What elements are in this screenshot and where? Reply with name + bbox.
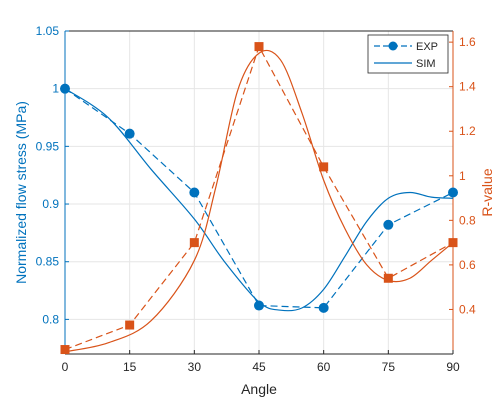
y-right-tick-label: 0.8 [459, 213, 476, 227]
exp-point-right [383, 273, 393, 283]
exp-point-left [448, 187, 458, 198]
x-tick-label: 60 [317, 360, 331, 374]
y-left-tick-label: 0.95 [36, 139, 60, 153]
sim-line-right [65, 49, 453, 353]
x-tick-label: 90 [446, 360, 460, 374]
exp-point-right [319, 162, 329, 172]
x-tick-label: 15 [123, 360, 137, 374]
x-tick-label: 30 [188, 360, 202, 374]
exp-point-right [60, 345, 70, 355]
exp-point-left [318, 302, 329, 313]
exp-point-right [189, 238, 199, 248]
exp-point-left [124, 128, 135, 139]
exp-point-right [254, 42, 264, 52]
y-left-tick-label: 1 [52, 82, 59, 96]
y-left-tick-label: 0.85 [36, 255, 60, 269]
series-right-sim [65, 49, 453, 353]
legend-label: EXP [416, 41, 438, 53]
legend-marker-exp [388, 41, 398, 51]
y-right-tick-label: 1.6 [459, 35, 476, 49]
y-left-axis-label: Normalized flow stress (MPa) [13, 101, 29, 284]
x-tick-label: 75 [382, 360, 396, 374]
exp-point-left [383, 219, 394, 230]
y-right-tick-label: 1 [459, 169, 466, 183]
series-left-sim [65, 88, 453, 312]
y-left-tick-label: 1.05 [36, 24, 60, 38]
y-right-tick-label: 0.6 [459, 258, 476, 272]
x-tick-label: 0 [62, 360, 69, 374]
legend-box [367, 34, 449, 74]
x-axis-label: Angle [241, 381, 277, 397]
sim-line-left [65, 88, 453, 312]
y-right-tick-label: 1.2 [459, 124, 476, 138]
y-left-tick-label: 0.9 [42, 197, 59, 211]
y-right-tick-label: 1.4 [459, 80, 476, 94]
y-right-axis-label: R-value [479, 168, 495, 216]
y-right-tick-label: 0.4 [459, 302, 476, 316]
exp-point-right [125, 320, 135, 330]
x-tick-label: 45 [252, 360, 266, 374]
y-left-tick-label: 0.8 [42, 312, 59, 326]
exp-point-left [189, 187, 200, 198]
legend-label: SIM [416, 58, 436, 70]
